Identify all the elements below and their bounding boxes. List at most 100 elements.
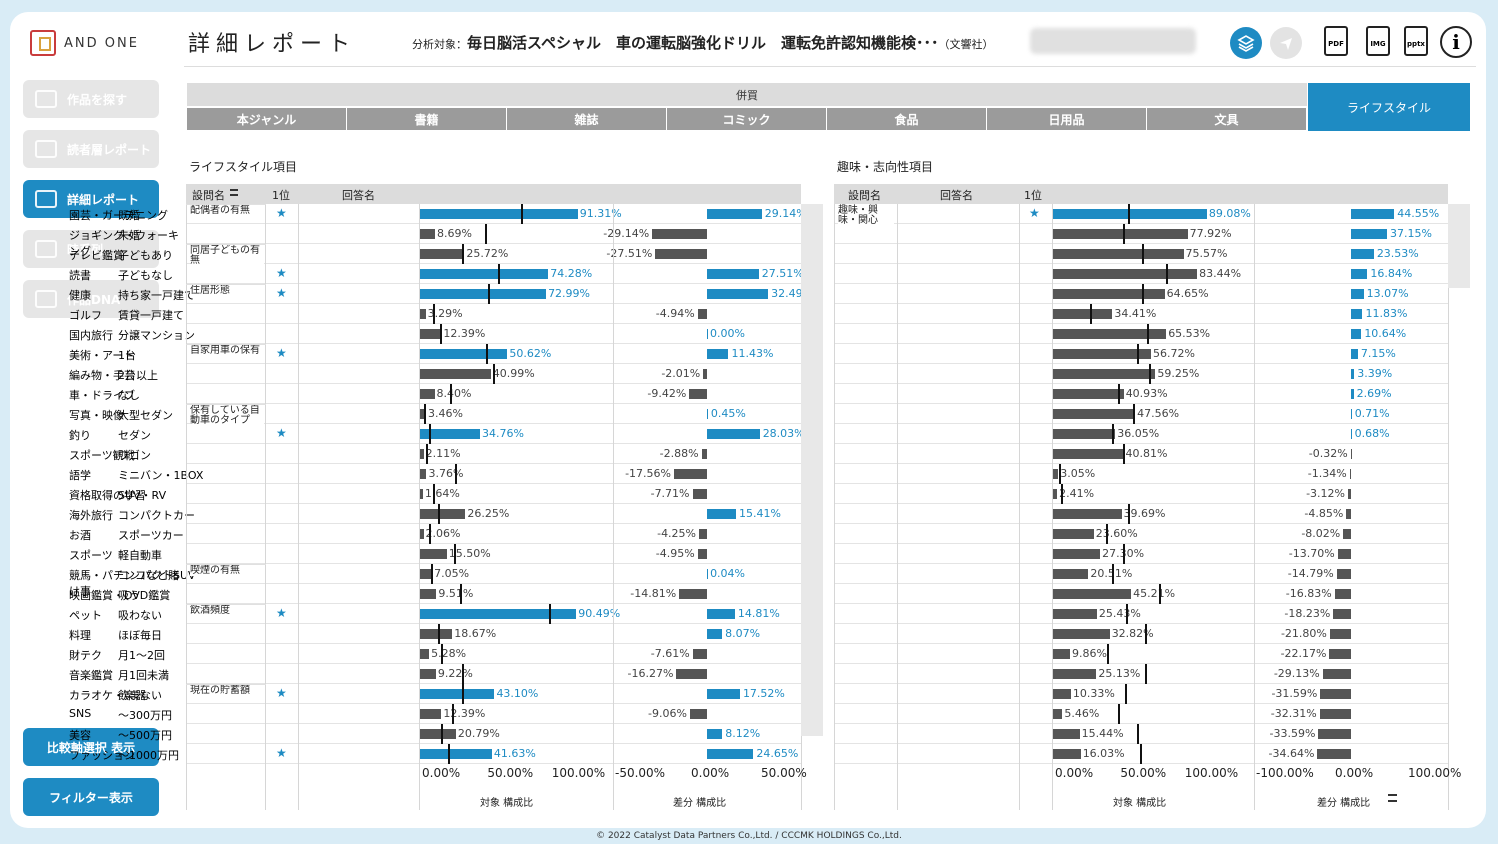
col-answer-header[interactable]: 回答名 (940, 189, 973, 202)
answer-name: 子どもあり (118, 249, 173, 262)
diff-bar (1351, 209, 1395, 219)
sort-icon-left[interactable] (230, 189, 238, 196)
answer-name: 吸わない (118, 609, 162, 622)
compare-axis-button[interactable]: 比較軸選択 表示 (23, 728, 159, 766)
target-title: 毎日脳活スペシャル 車の運転脳強化ドリル 運転免許認知機能検･･･ (467, 34, 939, 52)
group-divider (186, 344, 266, 345)
tab-genre-7[interactable]: 文具 (1147, 108, 1306, 130)
tab-genre-6[interactable]: 日用品 (987, 108, 1146, 130)
table-row (186, 744, 801, 764)
answer-name: ミニバン・1BOX (118, 469, 204, 482)
table-row (834, 284, 1448, 304)
target-ratio-bar (420, 429, 481, 439)
table-row (834, 584, 1448, 604)
table-row (834, 484, 1448, 504)
pdf-icon[interactable]: PDF (1324, 26, 1348, 56)
baseline-marker (424, 404, 427, 424)
diff-bar (1346, 509, 1351, 519)
table-row (186, 224, 801, 244)
target-ratio-value: 5.46% (1064, 707, 1100, 720)
target-ratio-bar (1053, 449, 1124, 459)
answer-name: 大型セダン (118, 409, 173, 422)
diff-bar (707, 609, 735, 619)
diff-bar (1322, 669, 1351, 679)
filter-button[interactable]: フィルター表示 (23, 778, 159, 816)
target-ratio-value: 45.21% (1133, 587, 1176, 600)
diff-bar (1343, 529, 1351, 539)
diff-value: -16.27% (627, 667, 674, 680)
diff-value: 37.15% (1390, 227, 1432, 240)
target-ratio-value: 40.99% (492, 367, 535, 380)
baseline-marker (1128, 204, 1130, 224)
nav-4-button[interactable]: 時系列 (23, 230, 159, 268)
baseline-marker (425, 444, 428, 464)
axis-target-tick: 0.00% (422, 766, 461, 780)
target-ratio-bar (1053, 489, 1058, 499)
answer-name: ほぼ毎日 (118, 629, 162, 642)
answer-name: ジョギング・ウォーキング (69, 229, 179, 258)
diff-bar (1351, 269, 1368, 279)
target-ratio-value: 72.99% (548, 287, 591, 300)
nav-2-button[interactable]: 読者層レポート (23, 130, 159, 168)
lifestyle-section-title: ライフスタイル項目 (189, 160, 298, 174)
img-icon[interactable]: IMG (1366, 26, 1390, 56)
target-ratio-bar (1053, 589, 1132, 599)
col-rank-header[interactable]: 1位 (1024, 189, 1042, 202)
diff-value: -7.71% (650, 487, 690, 500)
nav-label: 詳細レポート (67, 192, 140, 207)
table-row (834, 604, 1448, 624)
target-ratio-bar (1053, 309, 1113, 319)
nav-5-button[interactable]: 作品DNA (23, 280, 159, 318)
diff-value: -34.64% (1268, 747, 1315, 760)
table-row (186, 604, 801, 624)
table-row (834, 204, 1448, 224)
target-ratio-bar (1053, 609, 1097, 619)
scrollbar-track[interactable] (1448, 204, 1470, 288)
target-ratio-value: 64.65% (1166, 287, 1209, 300)
target-ratio-bar (420, 629, 453, 639)
col-rank-header[interactable]: 1位 (272, 189, 290, 202)
arrow-icon[interactable] (1270, 27, 1302, 59)
pptx-icon[interactable]: pptx (1404, 26, 1428, 56)
col-question-header[interactable]: 設問名 (192, 189, 225, 202)
nav-3-button[interactable]: 詳細レポート (23, 180, 159, 218)
diff-bar (1336, 569, 1351, 579)
diff-bar (689, 709, 707, 719)
scrollbar-track[interactable] (801, 204, 823, 736)
baseline-marker (462, 664, 465, 684)
target-ratio-value: 50.62% (509, 347, 552, 360)
layers-icon[interactable] (1230, 27, 1262, 59)
tab-genre-1[interactable]: 本ジャンル (187, 108, 346, 130)
tab-genre-4[interactable]: コミック (667, 108, 826, 130)
baseline-marker (438, 624, 440, 644)
answer-name: 国内旅行 (69, 329, 113, 342)
diff-value: -13.70% (1288, 547, 1335, 560)
tab-genre-3[interactable]: 雑誌 (507, 108, 666, 130)
answer-name: スポーツ観戦 (69, 449, 135, 462)
baseline-marker (484, 224, 487, 244)
answer-name: 持ち家一戸建て (118, 289, 195, 302)
tab-lifestyle[interactable]: ライフスタイル (1308, 83, 1470, 131)
tab-genre-5[interactable]: 食品 (827, 108, 986, 130)
table-row (834, 524, 1448, 544)
info-icon[interactable]: i (1440, 26, 1472, 58)
target-ratio-bar (420, 269, 549, 279)
books-icon (35, 90, 57, 108)
tab-genre-2[interactable]: 書籍 (347, 108, 506, 130)
baseline-marker (1105, 524, 1108, 544)
left-chart-header (419, 184, 801, 204)
rank-star-icon: ★ (276, 286, 287, 300)
target-ratio-bar (1053, 569, 1089, 579)
baseline-marker (429, 424, 432, 444)
baseline-marker (1133, 404, 1136, 424)
table-row (186, 464, 801, 484)
nav-1-button[interactable]: 作品を探す (23, 80, 159, 118)
table-row (186, 204, 801, 224)
col-answer-header[interactable]: 回答名 (342, 189, 375, 202)
diff-bar (1347, 489, 1351, 499)
table-row (834, 504, 1448, 524)
answer-name: コンパクトSUV (118, 569, 196, 582)
sort-icon[interactable] (1388, 794, 1397, 802)
col-question-header[interactable]: 設問名 (848, 189, 881, 202)
target-ratio-bar (420, 249, 465, 259)
